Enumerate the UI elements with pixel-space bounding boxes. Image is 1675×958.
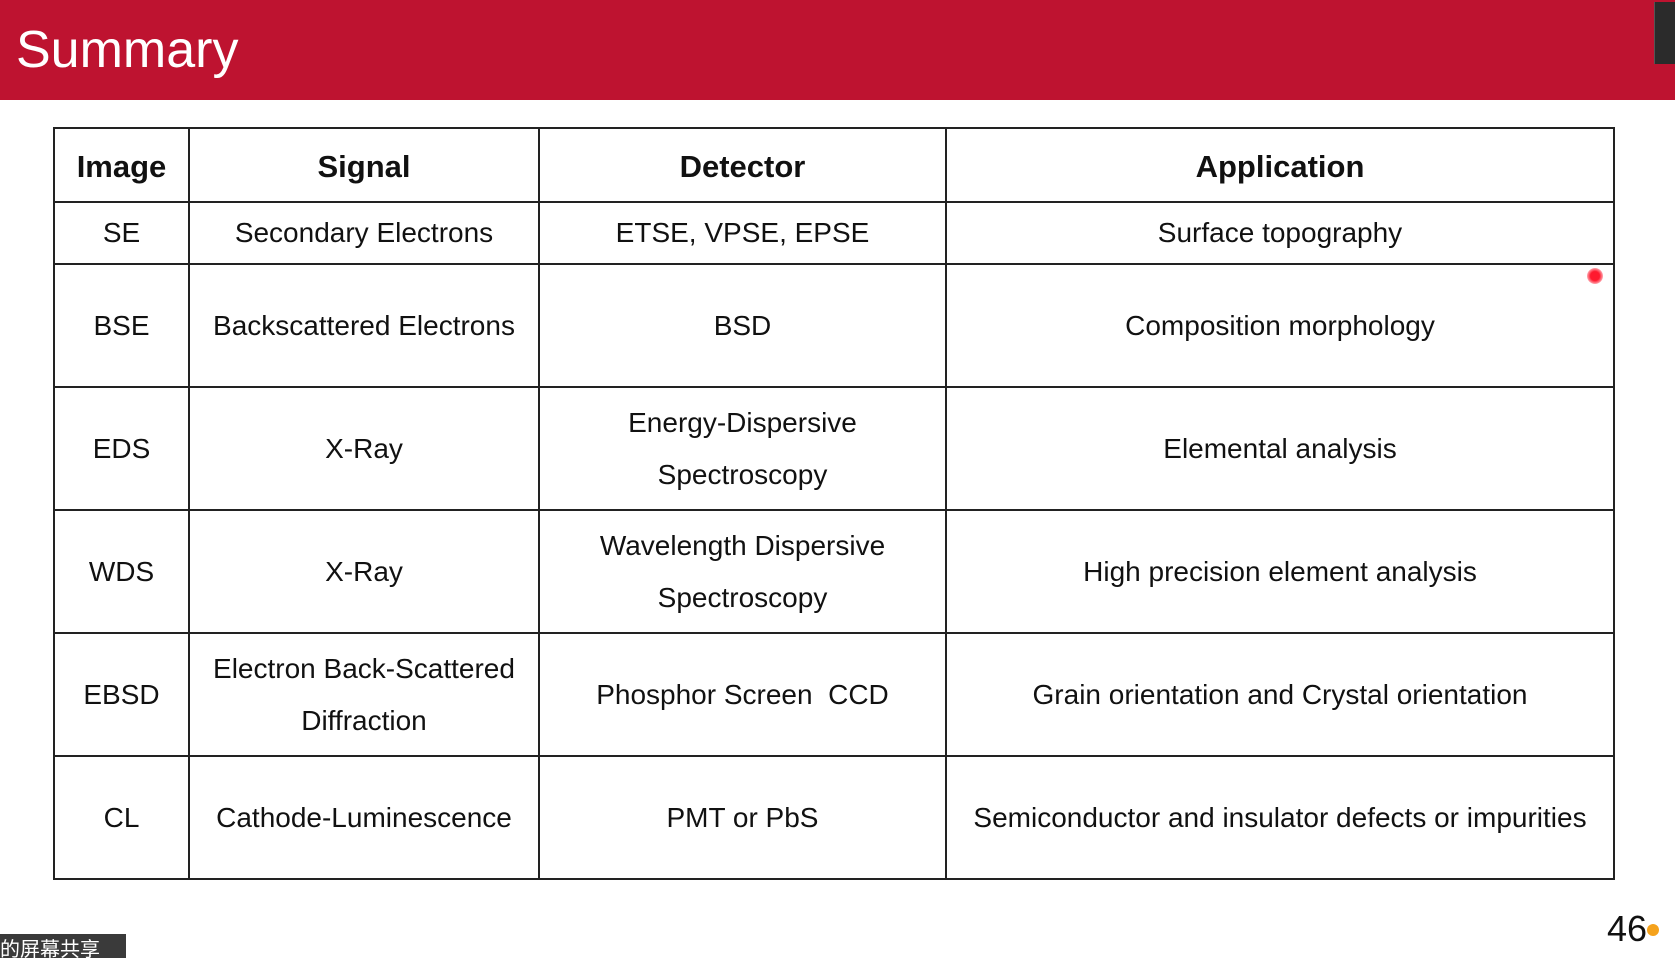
header-signal: Signal — [188, 127, 540, 203]
header-image: Image — [53, 127, 190, 203]
table-header-row: Image Signal Detector Application — [53, 127, 1615, 203]
table-row: WDS X-Ray Wavelength Dispersive Spectros… — [53, 509, 1615, 634]
cell-application: Elemental analysis — [945, 386, 1615, 511]
cell-detector: BSD — [538, 263, 947, 388]
cell-image: EBSD — [53, 632, 190, 757]
table-row: EDS X-Ray Energy-Dispersive Spectroscopy… — [53, 386, 1615, 511]
table-row: BSE Backscattered Electrons BSD Composit… — [53, 263, 1615, 388]
status-indicator-dot — [1647, 924, 1659, 936]
cell-signal: Electron Back-Scattered Diffraction — [188, 632, 540, 757]
cell-image: BSE — [53, 263, 190, 388]
table-row: SE Secondary Electrons ETSE, VPSE, EPSE … — [53, 201, 1615, 265]
cell-detector: Energy-Dispersive Spectroscopy — [538, 386, 947, 511]
cell-application: Composition morphology — [945, 263, 1615, 388]
cell-signal: Cathode-Luminescence — [188, 755, 540, 880]
cell-image: WDS — [53, 509, 190, 634]
cell-detector: Wavelength Dispersive Spectroscopy — [538, 509, 947, 634]
screen-share-toolbar-handle[interactable] — [1654, 2, 1675, 64]
cell-signal: Backscattered Electrons — [188, 263, 540, 388]
cell-application: High precision element analysis — [945, 509, 1615, 634]
header-application: Application — [945, 127, 1615, 203]
cell-signal: X-Ray — [188, 386, 540, 511]
cell-image: CL — [53, 755, 190, 880]
table-row: EBSD Electron Back-Scattered Diffraction… — [53, 632, 1615, 757]
cell-application: Semiconductor and insulator defects or i… — [945, 755, 1615, 880]
cell-image: SE — [53, 201, 190, 265]
cell-signal: Secondary Electrons — [188, 201, 540, 265]
cell-signal: X-Ray — [188, 509, 540, 634]
cell-application: Surface topography — [945, 201, 1615, 265]
slide-title: Summary — [16, 21, 239, 79]
cell-detector: PMT or PbS — [538, 755, 947, 880]
laser-pointer-dot — [1587, 268, 1603, 284]
header-detector: Detector — [538, 127, 947, 203]
cell-detector: ETSE, VPSE, EPSE — [538, 201, 947, 265]
screen-share-label: 的屏幕共享 — [0, 934, 126, 958]
cell-image: EDS — [53, 386, 190, 511]
cell-detector: Phosphor Screen CCD — [538, 632, 947, 757]
title-bar: Summary — [0, 0, 1675, 100]
summary-table: Image Signal Detector Application SE Sec… — [53, 127, 1615, 880]
page-number: 46 — [1607, 908, 1648, 949]
cell-application: Grain orientation and Crystal orientatio… — [945, 632, 1615, 757]
table-row: CL Cathode-Luminescence PMT or PbS Semic… — [53, 755, 1615, 880]
